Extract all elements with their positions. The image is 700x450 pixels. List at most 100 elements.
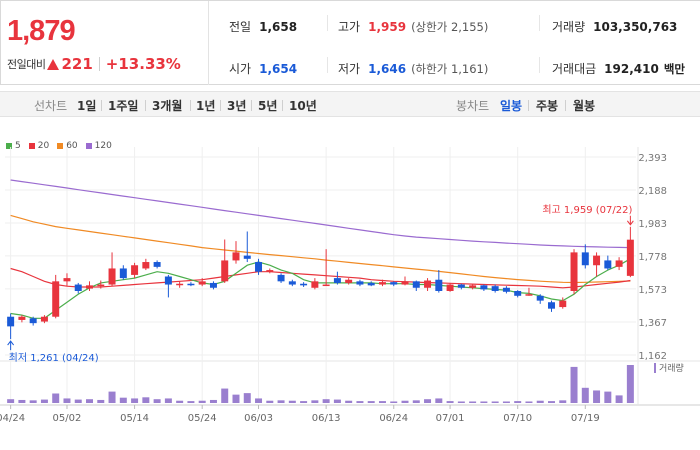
- stat-turnover: 거래대금 192,410 백만: [552, 60, 685, 77]
- candle-body: [164, 276, 172, 285]
- stat-low: 저가 1,646 (하한가 1,161): [338, 60, 488, 77]
- stat-prev-close: 전일 1,658: [229, 18, 297, 35]
- x-tick-label: 07/01: [436, 413, 465, 424]
- candle-body: [547, 302, 555, 309]
- tab-1y[interactable]: 1년: [196, 99, 216, 113]
- volume-bar: [63, 398, 71, 403]
- divider: [327, 15, 328, 31]
- volume-bar: [52, 393, 60, 403]
- tab-1w[interactable]: 1주일: [108, 99, 139, 113]
- current-price: 1,879: [7, 15, 76, 47]
- candle-body: [7, 316, 15, 327]
- candle-body: [142, 262, 150, 269]
- tab-10y[interactable]: 10년: [289, 99, 317, 113]
- x-tick-label: 04/24: [0, 413, 25, 424]
- tab-monthly[interactable]: 월봉: [573, 99, 596, 113]
- tab-daily[interactable]: 일봉: [500, 99, 523, 113]
- tab-5y[interactable]: 5년: [258, 99, 278, 113]
- candle-body: [108, 268, 116, 285]
- ma60-line: [10, 214, 631, 284]
- divider: [98, 57, 100, 71]
- y-tick-label: 2,188: [638, 186, 667, 197]
- candle-body: [255, 262, 263, 272]
- candle-body: [525, 294, 533, 296]
- volume-bar: [626, 365, 634, 403]
- legend-ma120: 120: [85, 141, 112, 151]
- candle-body: [401, 281, 409, 285]
- volume-bar: [570, 366, 578, 403]
- candle-body: [615, 260, 623, 267]
- volume-bar: [18, 399, 26, 403]
- stat-sub: (하한가 1,161): [411, 62, 489, 76]
- volume-bar: [480, 401, 488, 403]
- change-percent: +13.33%: [105, 55, 181, 73]
- tab-3y[interactable]: 3년: [227, 99, 247, 113]
- tab-3m[interactable]: 3개월: [152, 99, 183, 113]
- stat-value: 1,658: [259, 20, 298, 34]
- divider: [145, 100, 146, 111]
- x-tick-label: 06/03: [244, 413, 273, 424]
- volume-bar: [288, 400, 296, 403]
- ma120-line: [10, 179, 631, 249]
- candle-body: [390, 282, 398, 285]
- ma-legend: 5 20 60 120: [6, 141, 112, 151]
- volume-bar: [131, 398, 139, 403]
- stat-value: 1,646: [368, 62, 407, 76]
- stock-summary: 1,879 전일대비 221 +13.33% 전일 1,658 시가 1,654…: [0, 0, 700, 85]
- volume-bar: [277, 400, 285, 403]
- candle-body: [311, 281, 319, 288]
- change-row: 전일대비 221 +13.33%: [7, 55, 181, 73]
- line-chart-label: 선차트: [34, 99, 68, 113]
- candle-body: [536, 295, 544, 301]
- candle-chart-label: 봉차트: [456, 99, 490, 113]
- candle-body: [131, 265, 139, 275]
- volume-bar: [300, 401, 308, 403]
- volume-bar: [424, 399, 432, 403]
- volume-bar: [615, 395, 623, 403]
- low-annotation: 최저 1,261 (04/24): [9, 352, 99, 364]
- candle-body: [514, 290, 522, 296]
- legend-label: 20: [37, 141, 50, 151]
- divider: [220, 100, 221, 111]
- candle-body: [457, 284, 465, 288]
- price-block: 1,879 전일대비 221 +13.33%: [1, 1, 209, 85]
- candle-body: [367, 282, 375, 286]
- volume-bar: [559, 400, 567, 403]
- x-tick-label: 05/14: [120, 413, 149, 424]
- y-tick-label: 1,983: [638, 219, 667, 230]
- candle-body: [345, 279, 353, 283]
- volume-bar: [7, 399, 15, 403]
- volume-legend-swatch: [654, 363, 656, 373]
- candle-body: [63, 278, 71, 282]
- candle-body: [322, 284, 330, 287]
- volume-bar: [345, 400, 353, 403]
- volume-bar: [176, 400, 184, 403]
- price-chart: 5 20 60 120 2,393 2,188 1,983 1,778 1,573 1,3…: [0, 133, 700, 450]
- candle-body: [119, 268, 127, 279]
- candle-body: [198, 281, 206, 285]
- volume-bar: [604, 391, 612, 403]
- x-tick-label: 06/24: [379, 413, 408, 424]
- legend-swatch: [85, 143, 92, 149]
- x-tick-label: 06/13: [312, 413, 341, 424]
- y-tick-label: 1,573: [638, 285, 667, 296]
- divider: [101, 100, 102, 111]
- candle-body: [232, 252, 240, 261]
- volume-bar: [311, 400, 319, 403]
- stat-value: 1,654: [259, 62, 298, 76]
- volume-bar: [243, 393, 251, 403]
- candle-body: [604, 260, 612, 269]
- volume-bar: [401, 400, 409, 403]
- volume-bar: [491, 401, 499, 403]
- volume-bar: [198, 400, 206, 403]
- tab-weekly[interactable]: 주봉: [536, 99, 559, 113]
- volume-bar: [232, 394, 240, 403]
- candle-body: [288, 281, 296, 285]
- volume-bar: [412, 400, 420, 403]
- candle-body: [469, 285, 477, 288]
- volume-bar: [435, 398, 443, 403]
- candle-body: [74, 284, 82, 291]
- x-tick-label: 07/10: [503, 413, 532, 424]
- y-tick-label: 2,393: [638, 153, 667, 164]
- tab-1d[interactable]: 1일: [77, 99, 97, 113]
